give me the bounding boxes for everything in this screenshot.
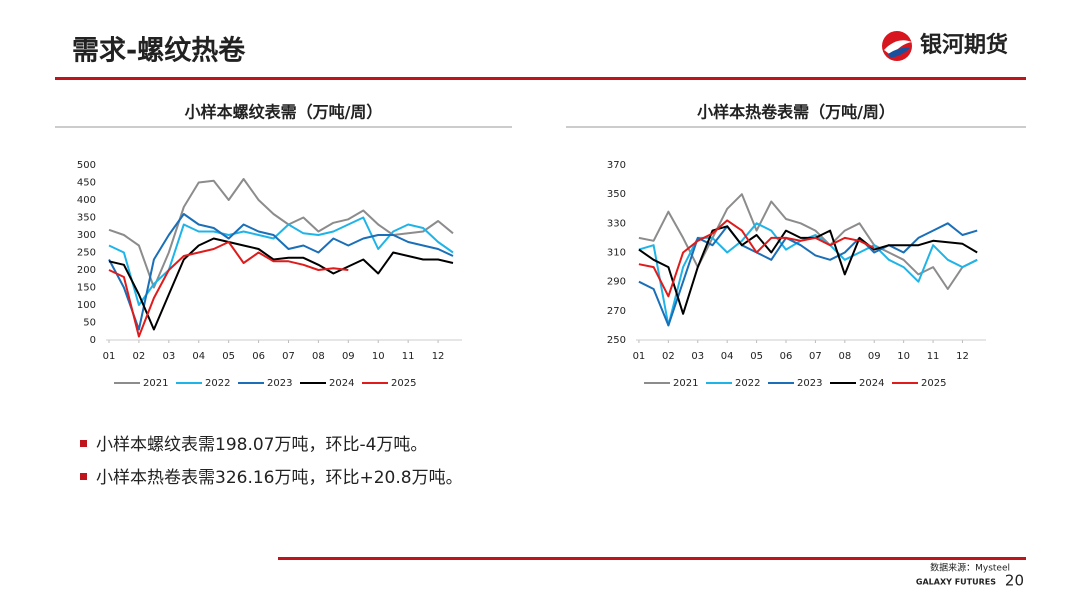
series-line — [108, 216, 454, 306]
legend-label: 2023 — [267, 378, 292, 389]
series-line — [108, 241, 349, 338]
legend-label: 2022 — [735, 378, 760, 389]
legend-label: 2021 — [673, 378, 698, 389]
y-tick-label: 0 — [90, 335, 96, 346]
x-tick-label: 06 — [252, 351, 265, 362]
x-tick-label: 12 — [432, 351, 445, 362]
x-tick-label: 05 — [222, 351, 235, 362]
x-tick-label: 07 — [282, 351, 295, 362]
series-line — [108, 237, 454, 331]
x-tick-label: 03 — [162, 351, 175, 362]
legend-label: 2024 — [329, 378, 354, 389]
legend-label: 2023 — [797, 378, 822, 389]
x-tick-label: 03 — [691, 351, 704, 362]
chart-title: 小样本螺纹表需（万吨/周） — [185, 103, 383, 122]
x-tick-label: 08 — [838, 351, 851, 362]
x-tick-label: 11 — [402, 351, 415, 362]
logo-text: 银河期货 — [920, 32, 1008, 58]
legend-label: 2022 — [205, 378, 230, 389]
header-rule — [55, 77, 1026, 80]
y-tick-label: 100 — [77, 300, 96, 311]
x-tick-label: 02 — [662, 351, 675, 362]
page-number: 20 — [1005, 572, 1024, 590]
series-line — [108, 178, 454, 289]
x-tick-label: 10 — [372, 351, 385, 362]
x-tick-label: 08 — [312, 351, 325, 362]
bullet-marker — [80, 473, 87, 480]
x-tick-label: 04 — [192, 351, 205, 362]
y-tick-label: 50 — [83, 318, 96, 329]
x-tick-label: 10 — [897, 351, 910, 362]
x-tick-label: 04 — [721, 351, 734, 362]
slide-title: 需求-螺纹热卷 — [72, 36, 246, 67]
logo-icon — [882, 31, 912, 61]
y-tick-label: 150 — [77, 283, 96, 294]
y-tick-label: 290 — [607, 277, 626, 288]
chart-title: 小样本热卷表需（万吨/周） — [697, 103, 895, 122]
y-tick-label: 310 — [607, 248, 626, 259]
series-line — [638, 222, 978, 327]
x-tick-label: 02 — [133, 351, 146, 362]
y-tick-label: 250 — [77, 248, 96, 259]
legend-label: 2021 — [143, 378, 168, 389]
x-tick-label: 07 — [809, 351, 822, 362]
y-tick-label: 270 — [607, 306, 626, 317]
x-tick-label: 01 — [633, 351, 646, 362]
y-tick-label: 500 — [77, 160, 96, 171]
y-tick-label: 350 — [607, 189, 626, 200]
legend-label: 2024 — [859, 378, 884, 389]
series-line — [638, 219, 875, 298]
footer-rule — [278, 557, 1026, 560]
bullet-marker — [80, 440, 87, 447]
series-line — [638, 225, 978, 315]
legend-label: 2025 — [921, 378, 946, 389]
source-note: 数据来源：Mysteel — [930, 562, 1010, 574]
y-tick-label: 330 — [607, 218, 626, 229]
bullet-text: 小样本螺纹表需198.07万吨，环比-4万吨。 — [96, 435, 427, 455]
y-tick-label: 450 — [77, 178, 96, 189]
x-tick-label: 09 — [868, 351, 881, 362]
x-tick-label: 11 — [927, 351, 940, 362]
y-tick-label: 370 — [607, 160, 626, 171]
x-tick-label: 06 — [780, 351, 793, 362]
footer-brand: GALAXY FUTURES — [916, 578, 996, 587]
series-line — [108, 213, 454, 331]
series-line — [638, 193, 978, 290]
y-tick-label: 250 — [607, 335, 626, 346]
x-tick-label: 12 — [956, 351, 969, 362]
y-tick-label: 200 — [77, 265, 96, 276]
y-tick-label: 300 — [77, 230, 96, 241]
y-tick-label: 350 — [77, 213, 96, 224]
y-tick-label: 400 — [77, 195, 96, 206]
x-tick-label: 05 — [750, 351, 763, 362]
x-tick-label: 01 — [103, 351, 116, 362]
bullet-text: 小样本热卷表需326.16万吨，环比+20.8万吨。 — [96, 468, 463, 488]
x-tick-label: 09 — [342, 351, 355, 362]
legend-label: 2025 — [391, 378, 416, 389]
